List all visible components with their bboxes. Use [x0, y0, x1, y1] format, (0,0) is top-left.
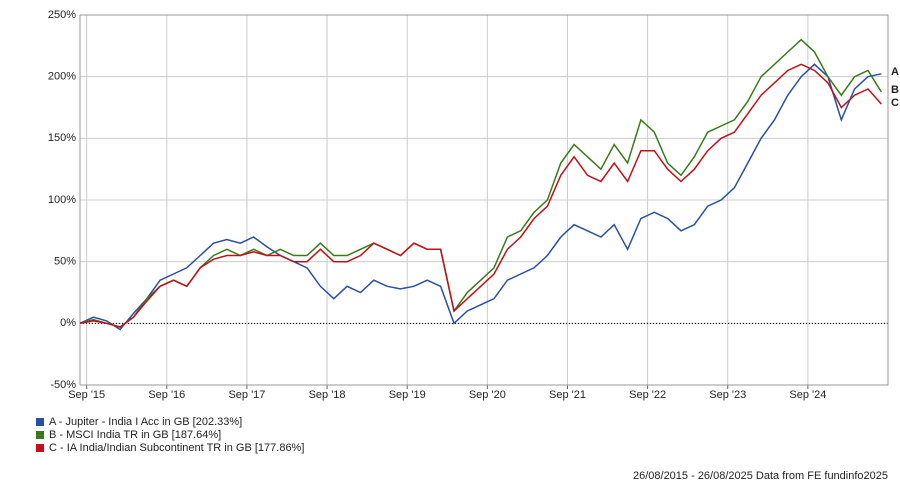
x-tick-label: Sep '19	[389, 389, 426, 401]
x-tick-label: Sep '15	[68, 389, 105, 401]
y-tick-label: 200%	[48, 71, 76, 83]
plot-frame	[79, 14, 889, 386]
legend-label: C - IA India/Indian Subcontinent TR in G…	[49, 442, 304, 454]
y-tick-label: 0%	[60, 317, 76, 329]
x-tick-label: Sep '21	[549, 389, 586, 401]
x-tick-label: Sep '24	[789, 389, 826, 401]
series-line	[79, 38, 882, 328]
x-tick-label: Sep '20	[469, 389, 506, 401]
series-line	[79, 63, 882, 328]
end-label: B	[891, 84, 899, 96]
y-tick-label: 150%	[48, 132, 76, 144]
x-tick-label: Sep '22	[629, 389, 666, 401]
x-tick-label: Sep '17	[228, 389, 265, 401]
legend-swatch	[36, 431, 44, 439]
end-label: C	[891, 97, 899, 109]
source-note: 26/08/2015 - 26/08/2025 Data from FE fun…	[633, 470, 888, 482]
y-tick-label: 100%	[48, 194, 76, 206]
series-line	[79, 63, 882, 331]
y-tick-label: 250%	[48, 9, 76, 21]
x-tick-label: Sep '23	[709, 389, 746, 401]
y-tick-label: 50%	[54, 256, 76, 268]
legend-label: A - Jupiter - India I Acc in GB [202.33%…	[49, 416, 242, 428]
legend-swatch	[36, 418, 44, 426]
y-tick-label: -50%	[50, 379, 76, 391]
legend-label: B - MSCI India TR in GB [187.64%]	[49, 429, 221, 441]
x-tick-label: Sep '18	[309, 389, 346, 401]
end-label: A	[891, 66, 899, 78]
legend-swatch	[36, 444, 44, 452]
x-tick-label: Sep '16	[148, 389, 185, 401]
